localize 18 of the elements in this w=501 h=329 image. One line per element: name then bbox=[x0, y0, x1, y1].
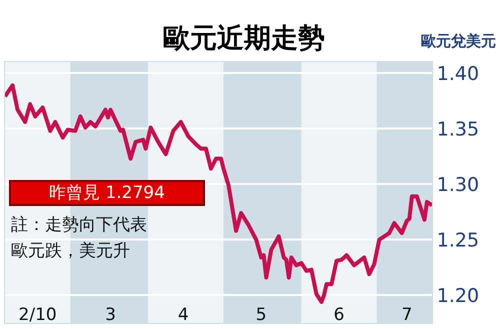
x-tick-label: 5 bbox=[256, 305, 267, 325]
x-tick-label: 2/10 bbox=[18, 305, 57, 325]
y-tick-label: 1.40 bbox=[436, 62, 480, 85]
y-tick-label: 1.25 bbox=[436, 229, 480, 252]
chart-title: 歐元近期走勢 bbox=[163, 23, 325, 54]
y-tick-label: 1.30 bbox=[436, 174, 480, 196]
annotation: 註：走勢向下代表 bbox=[11, 215, 147, 235]
y-tick-label: 1.35 bbox=[436, 118, 480, 140]
x-tick-label: 6 bbox=[334, 305, 344, 325]
label-box: 昨曾見 1.2794 bbox=[9, 180, 205, 206]
x-tick-label: 7 bbox=[401, 305, 412, 325]
y-tick-label: 1.20 bbox=[436, 284, 480, 307]
x-tick-label: 4 bbox=[178, 305, 189, 325]
y-axis-title: 歐元兌美元 bbox=[421, 32, 496, 50]
line-series bbox=[5, 83, 432, 304]
annotation: 昨曾見 1.2794 bbox=[49, 183, 165, 203]
annotation: 歐元跌，美元升 bbox=[11, 241, 130, 261]
x-tick-label: 3 bbox=[105, 305, 116, 325]
